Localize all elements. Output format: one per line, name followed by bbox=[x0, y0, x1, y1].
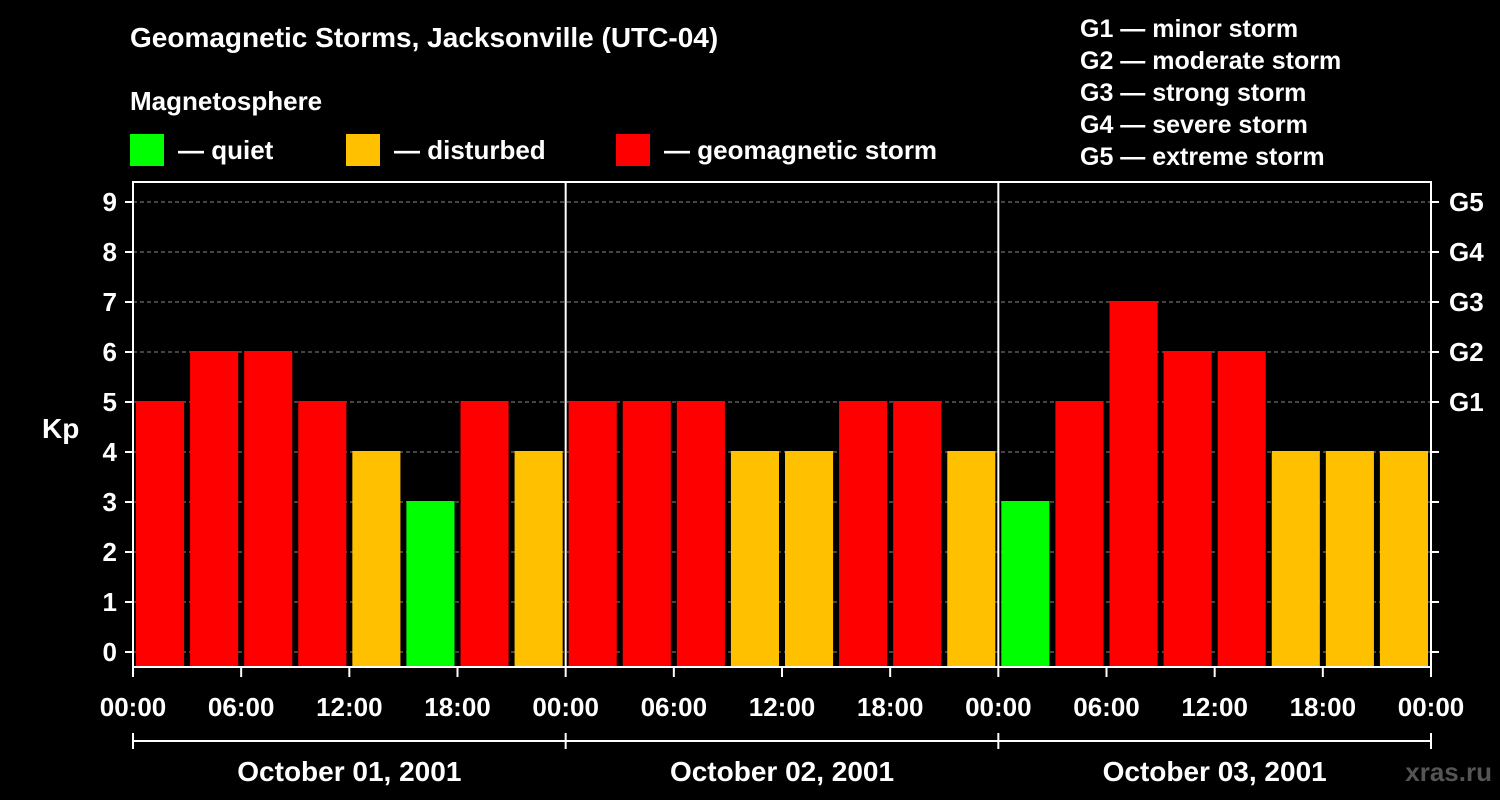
bar bbox=[1109, 301, 1158, 667]
legend-swatch-quiet bbox=[130, 134, 164, 166]
bar bbox=[676, 401, 725, 667]
y-tick-label: 2 bbox=[103, 537, 117, 567]
bar bbox=[514, 451, 563, 667]
bar bbox=[730, 451, 779, 667]
bar bbox=[1379, 451, 1428, 667]
bar bbox=[352, 451, 401, 667]
legend-storm: — geomagnetic storm bbox=[616, 134, 937, 166]
watermark: xras.ru bbox=[1405, 757, 1492, 787]
x-tick-label: 12:00 bbox=[1181, 692, 1248, 722]
g-scale-label: G2 bbox=[1449, 337, 1484, 367]
x-tick-label: 00:00 bbox=[532, 692, 599, 722]
legend-label-storm: — geomagnetic storm bbox=[664, 134, 938, 165]
x-tick-label: 18:00 bbox=[424, 692, 491, 722]
x-tick-label: 18:00 bbox=[857, 692, 924, 722]
date-label: October 03, 2001 bbox=[1103, 756, 1327, 787]
bar bbox=[1163, 351, 1212, 667]
y-tick-label: 9 bbox=[103, 187, 117, 217]
g-scale-label: G4 bbox=[1449, 237, 1484, 267]
bar bbox=[785, 451, 834, 667]
bar bbox=[244, 351, 293, 667]
storm-scale-g5: G5 — extreme storm bbox=[1080, 143, 1325, 171]
bar bbox=[839, 401, 888, 667]
y-tick-label: 7 bbox=[103, 287, 117, 317]
y-tick-label: 8 bbox=[103, 237, 117, 267]
x-tick-label: 18:00 bbox=[1290, 692, 1357, 722]
x-tick-label: 06:00 bbox=[1073, 692, 1140, 722]
bar bbox=[947, 451, 996, 667]
y-axis-label: Kp bbox=[42, 413, 79, 444]
bar bbox=[298, 401, 347, 667]
y-tick-label: 3 bbox=[103, 487, 117, 517]
x-tick-label: 12:00 bbox=[316, 692, 383, 722]
magnetosphere-label: Magnetosphere bbox=[130, 86, 323, 116]
bar bbox=[1001, 501, 1050, 667]
y-tick-label: 5 bbox=[103, 387, 117, 417]
g-scale-label: G1 bbox=[1449, 387, 1484, 417]
bar bbox=[460, 401, 509, 667]
y-tick-label: 0 bbox=[103, 637, 117, 667]
date-label: October 02, 2001 bbox=[670, 756, 894, 787]
date-label: October 01, 2001 bbox=[237, 756, 461, 787]
bar bbox=[406, 501, 455, 667]
bar bbox=[190, 351, 239, 667]
bar bbox=[622, 401, 671, 667]
g-scale-label: G3 bbox=[1449, 287, 1484, 317]
bar bbox=[1055, 401, 1104, 667]
bar bbox=[136, 401, 185, 667]
storm-scale-g2: G2 — moderate storm bbox=[1080, 47, 1342, 75]
bar bbox=[568, 401, 617, 667]
storm-scale-g3: G3 — strong storm bbox=[1080, 79, 1307, 107]
x-tick-label: 00:00 bbox=[965, 692, 1032, 722]
y-tick-label: 6 bbox=[103, 337, 117, 367]
y-tick-label: 1 bbox=[103, 587, 117, 617]
bar bbox=[1325, 451, 1374, 667]
legend-swatch-disturbed bbox=[346, 134, 380, 166]
bar bbox=[1271, 451, 1320, 667]
legend-quiet: — quiet bbox=[130, 134, 273, 166]
x-tick-label: 06:00 bbox=[641, 692, 708, 722]
x-tick-label: 00:00 bbox=[1398, 692, 1465, 722]
x-tick-label: 06:00 bbox=[208, 692, 275, 722]
y-tick-label: 4 bbox=[103, 437, 118, 467]
x-tick-label: 12:00 bbox=[749, 692, 816, 722]
storm-scale-g1: G1 — minor storm bbox=[1080, 15, 1299, 43]
legend-label-quiet: — quiet bbox=[178, 134, 274, 165]
bar bbox=[893, 401, 942, 667]
legend-swatch-storm bbox=[616, 134, 650, 166]
bar bbox=[1217, 351, 1266, 667]
storm-scale-g4: G4 — severe storm bbox=[1080, 111, 1308, 139]
legend-label-disturbed: — disturbed bbox=[394, 134, 546, 165]
chart-title: Geomagnetic Storms, Jacksonville (UTC-04… bbox=[130, 22, 719, 53]
x-tick-label: 00:00 bbox=[100, 692, 167, 722]
legend-disturbed: — disturbed bbox=[346, 134, 546, 166]
g-scale-label: G5 bbox=[1449, 187, 1484, 217]
